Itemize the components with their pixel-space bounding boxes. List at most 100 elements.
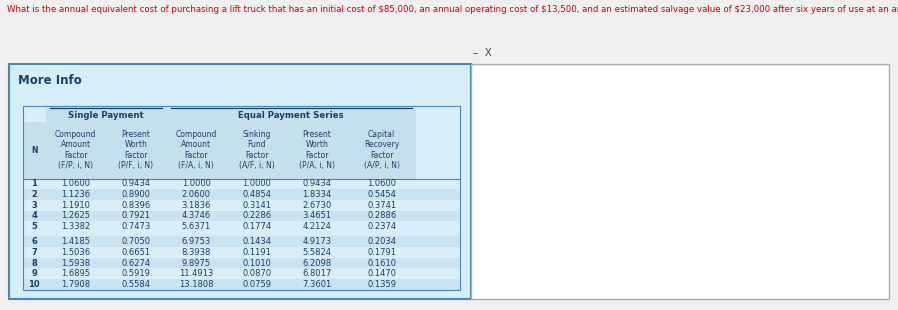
Text: 1.3382: 1.3382 (61, 222, 91, 231)
Text: 1.8334: 1.8334 (303, 190, 331, 199)
Text: 0.7050: 0.7050 (121, 237, 151, 246)
Text: 1.1910: 1.1910 (61, 201, 90, 210)
Bar (22, 247, 460, 258)
Bar (166, 122, 226, 179)
Text: N: N (31, 146, 38, 155)
Text: 0.9434: 0.9434 (303, 179, 331, 188)
Text: 0.2286: 0.2286 (242, 211, 271, 220)
Text: 1.0600: 1.0600 (61, 179, 90, 188)
Text: 0.8396: 0.8396 (121, 201, 151, 210)
Text: 1.0000: 1.0000 (242, 179, 271, 188)
Text: 0.0870: 0.0870 (242, 269, 271, 278)
Bar (46, 106, 166, 122)
Text: 0.5454: 0.5454 (367, 190, 396, 199)
Text: 0.3741: 0.3741 (367, 201, 396, 210)
Text: 1.5036: 1.5036 (61, 248, 91, 257)
Text: 3: 3 (31, 201, 37, 210)
Text: 0.3141: 0.3141 (242, 201, 271, 210)
Bar (22, 210, 460, 221)
Text: 1: 1 (31, 179, 37, 188)
Text: 0.1470: 0.1470 (367, 269, 396, 278)
Text: 0.7473: 0.7473 (121, 222, 151, 231)
Text: 2: 2 (31, 190, 37, 199)
Bar (22, 122, 46, 179)
Text: 0.1610: 0.1610 (367, 259, 396, 268)
Bar (286, 122, 348, 179)
Text: 0.6274: 0.6274 (121, 259, 151, 268)
Text: 1.5938: 1.5938 (61, 259, 91, 268)
Bar (226, 122, 286, 179)
Text: 1.6895: 1.6895 (61, 269, 91, 278)
Bar (22, 258, 460, 268)
Bar (22, 279, 460, 290)
Text: 3.1836: 3.1836 (181, 201, 211, 210)
Text: 6.8017: 6.8017 (303, 269, 331, 278)
Text: 1.0600: 1.0600 (367, 179, 396, 188)
Text: Equal Payment Series: Equal Payment Series (238, 111, 344, 120)
Bar (22, 179, 460, 189)
Text: 6: 6 (31, 237, 37, 246)
Text: 0.7921: 0.7921 (121, 211, 151, 220)
Text: 0.1010: 0.1010 (242, 259, 271, 268)
Text: 2.6730: 2.6730 (303, 201, 331, 210)
Bar (22, 268, 460, 279)
Text: 0.1774: 0.1774 (242, 222, 271, 231)
Bar (22, 200, 460, 210)
Text: 0.1191: 0.1191 (242, 248, 271, 257)
Text: What is the annual equivalent cost of purchasing a lift truck that has an initia: What is the annual equivalent cost of pu… (7, 5, 898, 14)
Text: 10: 10 (29, 280, 40, 289)
Text: 0.9434: 0.9434 (121, 179, 151, 188)
Text: Capital
Recovery
Factor
(A/P, i, N): Capital Recovery Factor (A/P, i, N) (364, 130, 400, 170)
Text: –  X: – X (473, 48, 492, 58)
Text: 2.0600: 2.0600 (182, 190, 211, 199)
Text: 1.0000: 1.0000 (182, 179, 211, 188)
Text: 4: 4 (31, 211, 37, 220)
Text: 8: 8 (31, 259, 37, 268)
Text: 5.6371: 5.6371 (181, 222, 211, 231)
Bar (166, 106, 416, 122)
Text: More Info: More Info (18, 74, 82, 87)
Text: 4.9173: 4.9173 (303, 237, 331, 246)
Text: 7.3601: 7.3601 (303, 280, 331, 289)
Text: 0.1434: 0.1434 (242, 237, 271, 246)
Text: 0.1791: 0.1791 (367, 248, 396, 257)
Text: 4.2124: 4.2124 (303, 222, 331, 231)
Text: Present
Worth
Factor
(P/A, i, N): Present Worth Factor (P/A, i, N) (299, 130, 335, 170)
Text: 8.3938: 8.3938 (181, 248, 211, 257)
Text: 0.2374: 0.2374 (367, 222, 396, 231)
Bar (22, 189, 460, 200)
Bar (106, 122, 166, 179)
Text: 11.4913: 11.4913 (180, 269, 214, 278)
Text: 1.1236: 1.1236 (61, 190, 91, 199)
Text: 9: 9 (31, 269, 37, 278)
Text: 9.8975: 9.8975 (181, 259, 211, 268)
Bar (22, 237, 460, 247)
Text: 0.1359: 0.1359 (367, 280, 396, 289)
Text: 0.5919: 0.5919 (121, 269, 151, 278)
Text: 0.2034: 0.2034 (367, 237, 396, 246)
Text: 1.2625: 1.2625 (61, 211, 90, 220)
Text: 0.0759: 0.0759 (242, 280, 271, 289)
Text: 0.6651: 0.6651 (121, 248, 151, 257)
Text: 6.9753: 6.9753 (181, 237, 211, 246)
Text: 6.2098: 6.2098 (303, 259, 331, 268)
Text: Compound
Amount
Factor
(F/P, i, N): Compound Amount Factor (F/P, i, N) (55, 130, 96, 170)
Text: Present
Worth
Factor
(P/F, i, N): Present Worth Factor (P/F, i, N) (119, 130, 154, 170)
Text: 3.4651: 3.4651 (303, 211, 331, 220)
Bar (46, 122, 106, 179)
Bar (348, 122, 416, 179)
Text: 1.4185: 1.4185 (61, 237, 90, 246)
Bar (22, 221, 460, 232)
Text: Compound
Amount
Factor
(F/A, i, N): Compound Amount Factor (F/A, i, N) (176, 130, 217, 170)
Text: 0.8900: 0.8900 (121, 190, 151, 199)
Text: 5: 5 (31, 222, 37, 231)
Text: Sinking
Fund
Factor
(A/F, i, N): Sinking Fund Factor (A/F, i, N) (239, 130, 275, 170)
Text: 7: 7 (31, 248, 37, 257)
Text: 4.3746: 4.3746 (181, 211, 211, 220)
Text: 0.5584: 0.5584 (121, 280, 151, 289)
Text: 5.5824: 5.5824 (303, 248, 331, 257)
Text: 0.4854: 0.4854 (242, 190, 271, 199)
Text: Single Payment: Single Payment (68, 111, 144, 120)
Text: 13.1808: 13.1808 (179, 280, 214, 289)
Text: 0.2886: 0.2886 (367, 211, 396, 220)
